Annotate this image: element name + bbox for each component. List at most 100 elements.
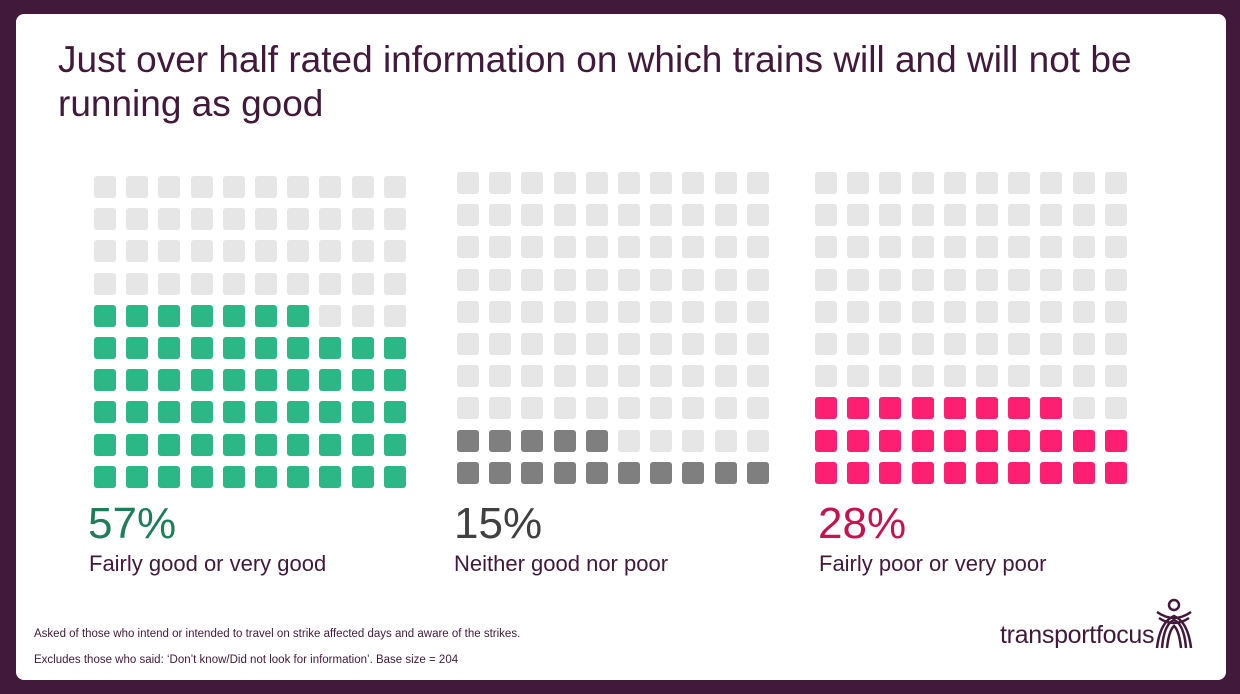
waffle-cell-empty — [618, 333, 640, 355]
waffle-cell-empty — [255, 272, 277, 295]
waffle-cell-empty — [94, 208, 116, 231]
waffle-cell-filled — [1008, 461, 1031, 484]
waffle-cell-filled — [383, 433, 406, 456]
waffle-cell-empty — [489, 397, 512, 420]
waffle-cell-filled — [815, 461, 837, 484]
waffle-cell-empty — [126, 208, 149, 231]
logo-text: transportfocus — [1000, 621, 1155, 649]
waffle-cell-empty — [1072, 204, 1095, 227]
waffle-cell-empty — [1104, 236, 1127, 259]
waffle-cell-filled — [190, 401, 213, 424]
waffle-cell-empty — [489, 365, 512, 388]
waffle-cell-filled — [287, 369, 310, 392]
waffle-cell-filled — [879, 429, 902, 452]
waffle-cell-empty — [319, 208, 342, 231]
waffle-cell-empty — [553, 300, 576, 323]
waffle-cell-filled — [489, 429, 512, 452]
waffle-cell-filled — [383, 369, 406, 392]
waffle-cell-empty — [618, 300, 640, 323]
waffle-cell-empty — [158, 240, 181, 263]
waffle-cell-empty — [879, 333, 902, 355]
waffle-cell-empty — [847, 333, 870, 355]
waffle-cell-empty — [618, 429, 640, 452]
waffle-cell-empty — [746, 365, 769, 388]
waffle-cell-empty — [682, 172, 705, 194]
waffle-cell-filled — [94, 304, 116, 327]
waffle-cell-filled — [911, 429, 934, 452]
waffle-cell-empty — [1072, 268, 1095, 291]
waffle-cell-filled — [126, 304, 149, 327]
waffle-cell-filled — [746, 461, 769, 484]
waffle-cell-filled — [1072, 461, 1095, 484]
waffle-cell-empty — [746, 236, 769, 259]
waffle-cell-empty — [457, 268, 479, 291]
waffle-cell-empty — [585, 236, 608, 259]
waffle-cell-empty — [351, 176, 374, 198]
waffle-cell-filled — [847, 461, 870, 484]
waffle-cell-empty — [943, 268, 966, 291]
waffle-cell-empty — [1072, 365, 1095, 388]
waffle-cell-filled — [158, 465, 181, 488]
waffle-cell-empty — [618, 236, 640, 259]
waffle-cell-empty — [682, 204, 705, 227]
waffle-cell-filled — [383, 401, 406, 424]
waffle-cell-empty — [976, 236, 998, 259]
waffle-cell-empty — [255, 176, 277, 198]
waffle-cell-empty — [1040, 236, 1063, 259]
waffle-cell-empty — [1040, 300, 1063, 323]
waffle-cell-empty — [815, 172, 837, 194]
waffle-cell-empty — [943, 172, 966, 194]
waffle-cell-empty — [911, 268, 934, 291]
waffle-cell-empty — [585, 300, 608, 323]
waffle-cell-empty — [521, 300, 544, 323]
waffle-cell-filled — [255, 369, 277, 392]
waffle-cell-empty — [976, 268, 998, 291]
waffle-cell-empty — [879, 365, 902, 388]
waffle-cell-empty — [222, 272, 245, 295]
waffle-cell-filled — [126, 337, 149, 359]
logo-figure-icon — [1155, 598, 1193, 649]
waffle-cell-empty — [943, 300, 966, 323]
waffle-cell-empty — [682, 268, 705, 291]
waffle-cell-empty — [553, 365, 576, 388]
waffle-cell-empty — [1008, 365, 1031, 388]
waffle-cell-empty — [815, 300, 837, 323]
waffle-cell-empty — [815, 333, 837, 355]
waffle-cell-empty — [911, 365, 934, 388]
waffle-cell-empty — [319, 176, 342, 198]
waffle-cell-empty — [287, 208, 310, 231]
waffle-cell-empty — [457, 397, 479, 420]
waffle-cell-empty — [746, 429, 769, 452]
waffle-cell-empty — [847, 365, 870, 388]
waffle-cell-empty — [746, 397, 769, 420]
waffle-cell-filled — [879, 461, 902, 484]
waffle-cell-empty — [553, 333, 576, 355]
waffle-cell-empty — [746, 333, 769, 355]
category-label-good: Fairly good or very good — [89, 551, 327, 576]
waffle-cell-empty — [287, 240, 310, 263]
waffle-cell-empty — [351, 272, 374, 295]
waffle-cell-empty — [1008, 204, 1031, 227]
waffle-cell-filled — [943, 429, 966, 452]
waffle-cell-empty — [521, 365, 544, 388]
waffle-cell-empty — [553, 172, 576, 194]
waffle-cell-filled — [976, 397, 998, 420]
waffle-cell-empty — [911, 300, 934, 323]
waffle-cell-empty — [650, 236, 673, 259]
waffle-cell-filled — [190, 433, 213, 456]
waffle-cell-empty — [618, 397, 640, 420]
waffle-cell-empty — [383, 272, 406, 295]
waffle-cell-empty — [746, 204, 769, 227]
waffle-cell-filled — [383, 465, 406, 488]
waffle-cell-empty — [879, 236, 902, 259]
waffle-cell-filled — [255, 401, 277, 424]
waffle-cell-empty — [911, 236, 934, 259]
waffle-cell-empty — [911, 333, 934, 355]
waffle-cell-empty — [585, 397, 608, 420]
waffle-cell-empty — [815, 268, 837, 291]
waffle-cell-empty — [1104, 333, 1127, 355]
waffle-chart-neither — [457, 172, 771, 486]
waffle-cell-empty — [1072, 236, 1095, 259]
waffle-cell-empty — [126, 272, 149, 295]
waffle-cell-empty — [682, 429, 705, 452]
